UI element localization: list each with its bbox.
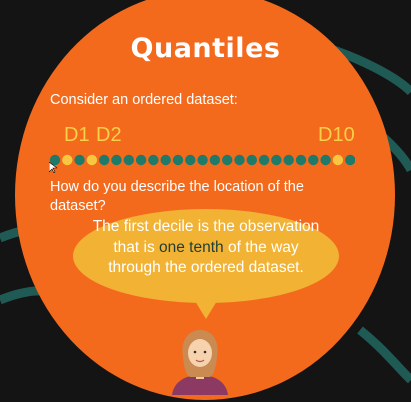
decile-labels: D1 D2 D10 [0, 124, 411, 150]
presenter-avatar-icon [172, 330, 228, 395]
dot [271, 154, 282, 166]
dot [222, 154, 233, 166]
dot [246, 154, 257, 166]
dot [345, 154, 355, 166]
label-d10: D10 [318, 124, 355, 146]
dot [258, 154, 270, 166]
dot-highlighted [332, 154, 344, 166]
label-d2: D2 [96, 124, 122, 146]
dot [111, 154, 122, 166]
slide-title: Quantiles [130, 33, 281, 64]
dot [283, 154, 294, 166]
dot [308, 154, 319, 166]
dot [160, 154, 171, 166]
dot [148, 154, 159, 166]
speech-bubble [73, 209, 339, 319]
label-d1: D1 [64, 124, 90, 146]
dot [172, 154, 184, 166]
dot [209, 154, 221, 166]
bubble-text-after: of the way through the ordered dataset. [108, 238, 304, 277]
bubble-text-before: The first decile is the observation that… [92, 218, 320, 256]
bubble-text: The first decile is the observation that… [85, 217, 327, 279]
question-text: How do you describe the location of the … [50, 179, 304, 214]
dot [99, 154, 110, 166]
dot [123, 154, 134, 166]
dot [234, 154, 245, 166]
bubble-highlight: one tenth [159, 238, 224, 256]
dot [197, 154, 208, 166]
dot [185, 154, 196, 166]
dataset-dots [49, 154, 355, 166]
dot [74, 154, 85, 166]
intro-text: Consider an ordered dataset: [50, 92, 238, 108]
dot-highlighted [86, 154, 98, 166]
dot [135, 154, 147, 166]
dot [320, 154, 331, 166]
cursor-icon [48, 160, 58, 178]
dot-highlighted [62, 154, 73, 166]
dot [295, 154, 307, 166]
dot [49, 154, 61, 166]
